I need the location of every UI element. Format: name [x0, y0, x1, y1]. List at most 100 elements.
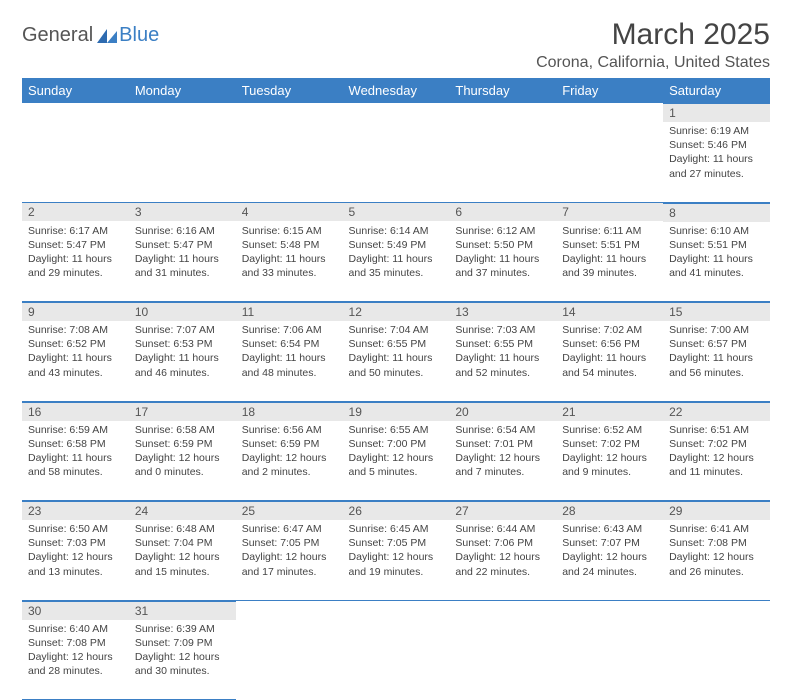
day-number: 10	[129, 302, 236, 321]
day-number: 4	[236, 202, 343, 221]
day-number-cell: 20	[449, 401, 556, 421]
day-content: Sunrise: 7:04 AMSunset: 6:55 PMDaylight:…	[343, 321, 450, 384]
weekday-header: Thursday	[449, 78, 556, 103]
day-content: Sunrise: 6:15 AMSunset: 5:48 PMDaylight:…	[236, 222, 343, 285]
day-number-cell	[236, 103, 343, 122]
day-content: Sunrise: 7:07 AMSunset: 6:53 PMDaylight:…	[129, 321, 236, 384]
calendar-body: 1Sunrise: 6:19 AMSunset: 5:46 PMDaylight…	[22, 103, 770, 700]
day-number: 13	[449, 302, 556, 321]
day-number: 17	[129, 402, 236, 421]
day-number-cell: 4	[236, 202, 343, 222]
day-cell: Sunrise: 6:15 AMSunset: 5:48 PMDaylight:…	[236, 222, 343, 302]
day-content: Sunrise: 6:52 AMSunset: 7:02 PMDaylight:…	[556, 421, 663, 484]
day-cell	[343, 620, 450, 700]
day-number-cell: 16	[22, 401, 129, 421]
day-content: Sunrise: 6:43 AMSunset: 7:07 PMDaylight:…	[556, 520, 663, 583]
day-cell: Sunrise: 6:56 AMSunset: 6:59 PMDaylight:…	[236, 421, 343, 501]
day-number: 5	[343, 202, 450, 221]
logo: General Blue	[22, 24, 159, 47]
day-content: Sunrise: 7:06 AMSunset: 6:54 PMDaylight:…	[236, 321, 343, 384]
day-cell	[663, 620, 770, 700]
day-content: Sunrise: 6:47 AMSunset: 7:05 PMDaylight:…	[236, 520, 343, 583]
day-number-cell: 17	[129, 401, 236, 421]
day-content: Sunrise: 6:44 AMSunset: 7:06 PMDaylight:…	[449, 520, 556, 583]
location-text: Corona, California, United States	[536, 54, 770, 72]
day-cell: Sunrise: 6:12 AMSunset: 5:50 PMDaylight:…	[449, 222, 556, 302]
day-content: Sunrise: 7:03 AMSunset: 6:55 PMDaylight:…	[449, 321, 556, 384]
day-cell: Sunrise: 7:02 AMSunset: 6:56 PMDaylight:…	[556, 321, 663, 401]
day-content: Sunrise: 6:58 AMSunset: 6:59 PMDaylight:…	[129, 421, 236, 484]
day-number: 2	[22, 202, 129, 221]
day-number: 22	[663, 402, 770, 421]
day-number: 16	[22, 402, 129, 421]
day-number-cell	[343, 103, 450, 122]
day-number-cell: 28	[556, 501, 663, 521]
weekday-header: Sunday	[22, 78, 129, 103]
day-cell: Sunrise: 6:47 AMSunset: 7:05 PMDaylight:…	[236, 520, 343, 600]
day-number: 24	[129, 501, 236, 520]
day-content: Sunrise: 7:02 AMSunset: 6:56 PMDaylight:…	[556, 321, 663, 384]
day-number-cell: 1	[663, 103, 770, 122]
day-number-cell: 2	[22, 202, 129, 222]
calendar-head: SundayMondayTuesdayWednesdayThursdayFrid…	[22, 78, 770, 103]
day-cell: Sunrise: 6:55 AMSunset: 7:00 PMDaylight:…	[343, 421, 450, 501]
day-cell	[556, 620, 663, 700]
day-number-cell: 13	[449, 302, 556, 322]
day-cell: Sunrise: 6:51 AMSunset: 7:02 PMDaylight:…	[663, 421, 770, 501]
day-content: Sunrise: 6:12 AMSunset: 5:50 PMDaylight:…	[449, 222, 556, 285]
day-number: 28	[556, 501, 663, 520]
day-number-cell: 7	[556, 202, 663, 222]
day-cell	[22, 122, 129, 202]
day-cell: Sunrise: 7:04 AMSunset: 6:55 PMDaylight:…	[343, 321, 450, 401]
day-number: 23	[22, 501, 129, 520]
day-number-cell: 9	[22, 302, 129, 322]
day-content: Sunrise: 6:48 AMSunset: 7:04 PMDaylight:…	[129, 520, 236, 583]
day-number: 7	[556, 202, 663, 221]
title-block: March 2025 Corona, California, United St…	[536, 18, 770, 72]
day-number-cell: 10	[129, 302, 236, 322]
day-cell: Sunrise: 6:14 AMSunset: 5:49 PMDaylight:…	[343, 222, 450, 302]
day-cell	[236, 122, 343, 202]
day-number-cell: 25	[236, 501, 343, 521]
day-content: Sunrise: 7:08 AMSunset: 6:52 PMDaylight:…	[22, 321, 129, 384]
logo-mark-icon	[97, 27, 119, 43]
day-cell: Sunrise: 7:08 AMSunset: 6:52 PMDaylight:…	[22, 321, 129, 401]
calendar-table: SundayMondayTuesdayWednesdayThursdayFrid…	[22, 78, 770, 700]
day-cell: Sunrise: 6:54 AMSunset: 7:01 PMDaylight:…	[449, 421, 556, 501]
day-cell: Sunrise: 7:06 AMSunset: 6:54 PMDaylight:…	[236, 321, 343, 401]
day-number-cell: 5	[343, 202, 450, 222]
day-cell: Sunrise: 6:52 AMSunset: 7:02 PMDaylight:…	[556, 421, 663, 501]
day-number: 21	[556, 402, 663, 421]
day-number-cell	[663, 600, 770, 620]
day-cell: Sunrise: 6:39 AMSunset: 7:09 PMDaylight:…	[129, 620, 236, 700]
day-number-cell: 31	[129, 600, 236, 620]
day-cell	[129, 122, 236, 202]
day-number-cell: 8	[663, 202, 770, 222]
day-cell: Sunrise: 6:11 AMSunset: 5:51 PMDaylight:…	[556, 222, 663, 302]
day-number-cell: 29	[663, 501, 770, 521]
day-number: 25	[236, 501, 343, 520]
day-content: Sunrise: 6:19 AMSunset: 5:46 PMDaylight:…	[663, 122, 770, 185]
day-number-cell	[449, 103, 556, 122]
day-number-cell	[556, 600, 663, 620]
day-number: 18	[236, 402, 343, 421]
day-number: 11	[236, 302, 343, 321]
day-content: Sunrise: 6:51 AMSunset: 7:02 PMDaylight:…	[663, 421, 770, 484]
day-number-cell: 18	[236, 401, 343, 421]
day-number-cell	[556, 103, 663, 122]
day-content: Sunrise: 6:45 AMSunset: 7:05 PMDaylight:…	[343, 520, 450, 583]
day-number: 27	[449, 501, 556, 520]
day-cell: Sunrise: 6:10 AMSunset: 5:51 PMDaylight:…	[663, 222, 770, 302]
day-number-cell: 11	[236, 302, 343, 322]
day-number-cell: 12	[343, 302, 450, 322]
day-number: 6	[449, 202, 556, 221]
day-content: Sunrise: 6:50 AMSunset: 7:03 PMDaylight:…	[22, 520, 129, 583]
day-number-cell: 30	[22, 600, 129, 620]
page-title: March 2025	[536, 18, 770, 52]
day-number-cell: 21	[556, 401, 663, 421]
day-cell: Sunrise: 6:16 AMSunset: 5:47 PMDaylight:…	[129, 222, 236, 302]
day-content: Sunrise: 6:17 AMSunset: 5:47 PMDaylight:…	[22, 222, 129, 285]
day-number: 31	[129, 601, 236, 620]
day-cell: Sunrise: 6:44 AMSunset: 7:06 PMDaylight:…	[449, 520, 556, 600]
day-number-cell: 14	[556, 302, 663, 322]
